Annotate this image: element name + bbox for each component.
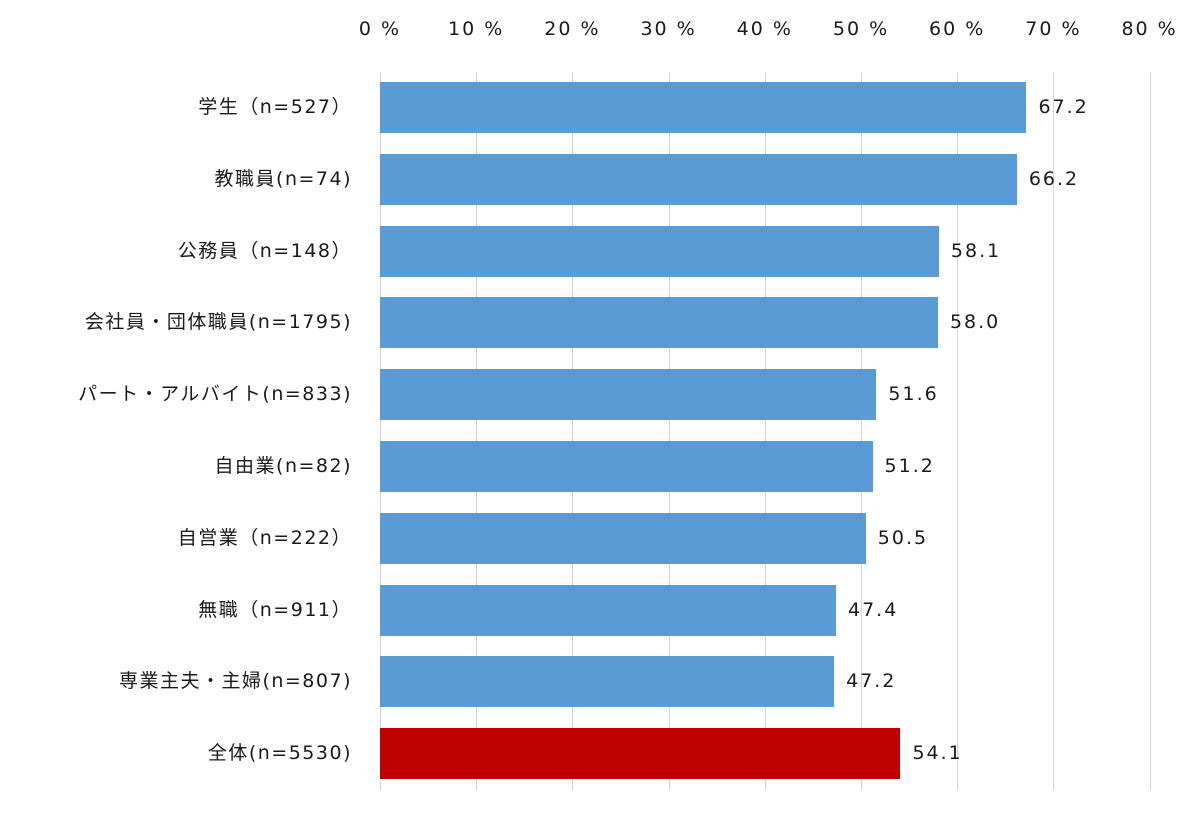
- x-tick-label: 50 %: [832, 18, 890, 40]
- category-label: 自由業(n=82): [214, 455, 352, 477]
- value-label: 58.0: [949, 311, 1001, 334]
- value-label: 54.1: [912, 742, 963, 765]
- bar: [380, 656, 835, 708]
- category-label: パート・アルバイト(n=833): [78, 383, 352, 406]
- gridline: [572, 72, 573, 790]
- x-tick-label: 10 %: [448, 18, 505, 40]
- gridline: [669, 72, 670, 790]
- gridline: [380, 72, 381, 790]
- x-tick-label: 30 %: [640, 18, 697, 40]
- category-label: 全体(n=5530): [207, 742, 352, 765]
- category-label: 公務員（n=148）: [177, 239, 352, 262]
- value-label: 66.2: [1028, 167, 1080, 190]
- gridline: [1150, 72, 1151, 790]
- bar: [380, 82, 1027, 133]
- value-label: 58.1: [950, 239, 1002, 262]
- bar: [380, 584, 836, 636]
- value-label: 47.4: [847, 598, 899, 621]
- x-tick-label: 80 %: [1121, 18, 1178, 40]
- category-label: 専業主夫・主婦(n=807): [118, 670, 352, 693]
- gridline: [861, 72, 862, 790]
- bar: [380, 153, 1017, 205]
- value-label: 67.2: [1038, 96, 1089, 118]
- gridline: [957, 72, 958, 790]
- gridline: [765, 72, 766, 790]
- gridline: [476, 72, 477, 790]
- category-label: 自営業（n=222）: [177, 526, 352, 549]
- category-label: 学生（n=527）: [198, 96, 352, 118]
- bar: [380, 225, 939, 277]
- category-label: 会社員・団体職員(n=1795): [84, 311, 352, 334]
- x-tick-label: 20 %: [544, 18, 601, 40]
- bar-total: [380, 728, 901, 780]
- x-tick-label: 40 %: [736, 18, 793, 40]
- x-tick-label: 60 %: [929, 18, 986, 40]
- value-label: 51.6: [888, 383, 939, 406]
- value-label: 47.2: [846, 670, 897, 693]
- category-label: 教職員(n=74): [214, 167, 352, 190]
- value-label: 50.5: [877, 526, 929, 549]
- gridline: [1053, 72, 1054, 790]
- value-label: 51.2: [884, 455, 935, 477]
- x-tick-label: 70 %: [1025, 18, 1082, 40]
- bar: [380, 297, 938, 349]
- bar: [380, 369, 877, 421]
- x-tick-label: 0 %: [358, 18, 402, 40]
- category-label: 無職（n=911）: [198, 598, 352, 621]
- bar: [380, 441, 873, 492]
- bar: [380, 512, 866, 564]
